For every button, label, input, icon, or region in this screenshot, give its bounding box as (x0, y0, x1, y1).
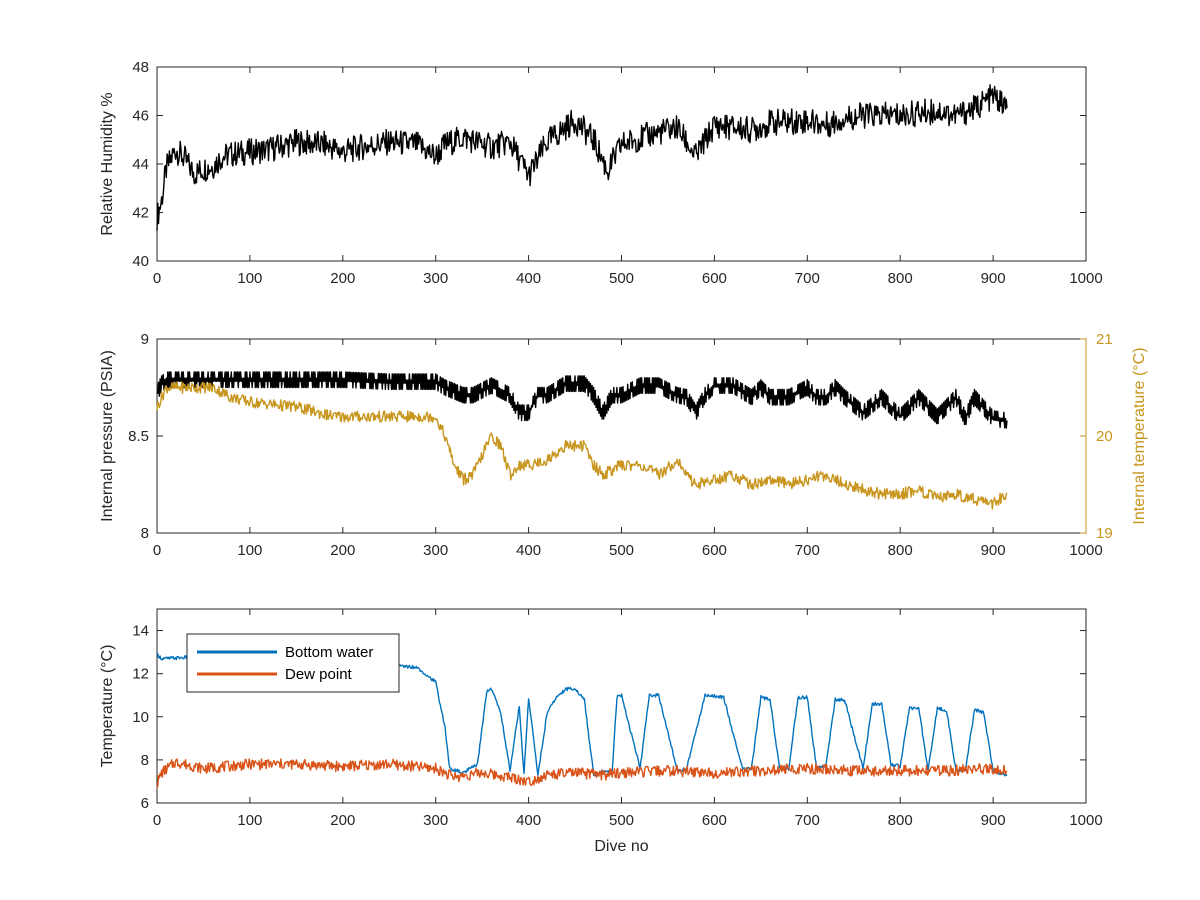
y2-axis-label: Internal temperature (°C) (1131, 347, 1148, 524)
x-tick-label: 800 (888, 812, 913, 829)
legend-label-2: Dew point (285, 666, 353, 683)
x-tick-label: 200 (330, 812, 355, 829)
x-tick-label: 700 (795, 812, 820, 829)
y2-tick-label: 19 (1096, 525, 1113, 542)
x-tick-label: 800 (888, 270, 913, 287)
series-line-0-0 (156, 84, 1008, 231)
legend: Bottom water Dew point (186, 633, 400, 693)
y2-tick-label: 21 (1096, 331, 1113, 348)
x-axis-label: Dive no (594, 838, 648, 855)
x-tick-label: 400 (516, 812, 541, 829)
plot-frame (156, 338, 1087, 534)
y-tick-label: 8 (141, 752, 149, 769)
x-tick-label: 100 (237, 812, 262, 829)
y-tick-label: 46 (132, 108, 149, 125)
x-tick-label: 300 (423, 542, 448, 559)
x-tick-label: 900 (981, 270, 1006, 287)
x-tick-label: 500 (609, 812, 634, 829)
x-tick-label: 200 (330, 270, 355, 287)
x-tick-label: 1000 (1069, 542, 1102, 559)
x-tick-label: 300 (423, 812, 448, 829)
y-tick-label: 14 (132, 623, 149, 640)
x-tick-label: 700 (795, 270, 820, 287)
x-tick-label: 0 (153, 542, 161, 559)
legend-label-1: Bottom water (285, 644, 373, 661)
x-tick-label: 500 (609, 542, 634, 559)
x-tick-label: 1000 (1069, 812, 1102, 829)
x-tick-label: 600 (702, 270, 727, 287)
series-line-1-0 (156, 371, 1008, 429)
y-tick-label: 10 (132, 709, 149, 726)
x-tick-label: 600 (702, 812, 727, 829)
x-tick-label: 900 (981, 812, 1006, 829)
y-tick-label: 40 (132, 253, 149, 270)
legend-box (186, 633, 400, 693)
y-axis-label: Relative Humidity % (99, 92, 116, 235)
x-tick-label: 200 (330, 542, 355, 559)
x-tick-label: 100 (237, 542, 262, 559)
chart-panel-1: 0 100 200 300 400 500 600 700 800 900 1000 40 42 44 46… (99, 59, 1103, 287)
x-tick-label: 800 (888, 542, 913, 559)
chart-panel-3: 0 100 200 300 400 500 600 700 800 900 1000 6 8 10 12 14… (99, 608, 1103, 855)
x-tick-label: 700 (795, 542, 820, 559)
x-tick-label: 900 (981, 542, 1006, 559)
y-axis-label: Internal pressure (PSIA) (99, 350, 116, 522)
x-tick-label: 0 (153, 270, 161, 287)
x-tick-label: 100 (237, 270, 262, 287)
x-tick-label: 0 (153, 812, 161, 829)
series-line-dew-point (156, 758, 1008, 788)
y-tick-label: 8 (141, 525, 149, 542)
series-line-1-1 (156, 381, 1008, 510)
y-tick-label: 9 (141, 331, 149, 348)
y-tick-label: 6 (141, 795, 149, 812)
y2-tick-label: 20 (1096, 428, 1113, 445)
y-tick-label: 12 (132, 666, 149, 683)
x-tick-label: 1000 (1069, 270, 1102, 287)
x-tick-label: 300 (423, 270, 448, 287)
y-tick-label: 44 (132, 156, 149, 173)
y-axis-label: Temperature (°C) (99, 645, 116, 768)
x-tick-label: 400 (516, 542, 541, 559)
y-tick-label: 48 (132, 59, 149, 76)
x-tick-label: 400 (516, 270, 541, 287)
plot-frame (156, 66, 1087, 262)
x-tick-label: 500 (609, 270, 634, 287)
chart-panel-2: 0 100 200 300 400 500 600 700 800 900 1000 8 8.5 9 Int… (99, 331, 1148, 559)
y-tick-label: 8.5 (128, 428, 149, 445)
y-tick-label: 42 (132, 205, 149, 222)
x-tick-label: 600 (702, 542, 727, 559)
